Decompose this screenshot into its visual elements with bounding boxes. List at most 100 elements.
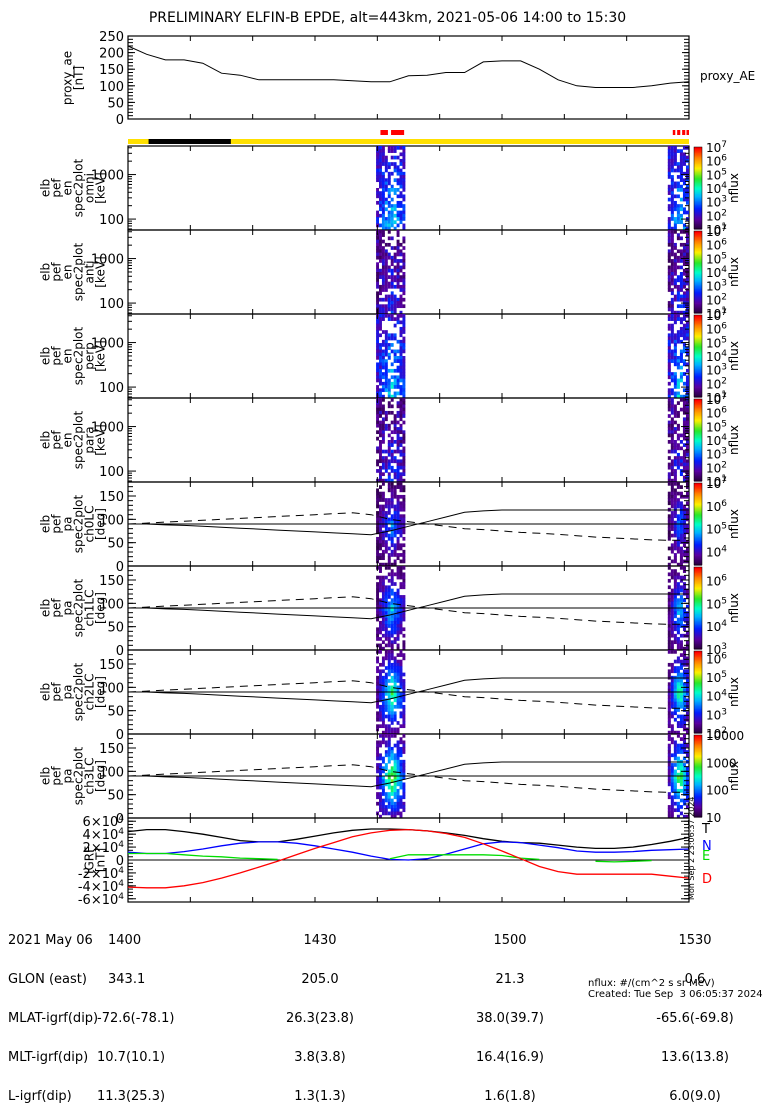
spectrogram-cell xyxy=(387,782,391,787)
colorbar-cell xyxy=(694,222,702,225)
spectrogram-cell xyxy=(381,152,385,157)
spectrogram-cell xyxy=(390,801,394,806)
spectrogram-cell xyxy=(384,456,388,460)
spectrogram-cell xyxy=(402,149,406,153)
spectrogram-cell xyxy=(396,485,400,489)
colorbar-cell xyxy=(694,262,702,265)
spectrogram-cell xyxy=(399,714,403,719)
spectrogram-cell xyxy=(379,356,382,360)
spectrogram-cell xyxy=(402,188,406,192)
spectrogram-cell xyxy=(384,704,388,709)
spectrogram-cell xyxy=(676,640,680,645)
spectrogram-cell xyxy=(670,459,674,464)
spectrogram-cell xyxy=(399,533,403,538)
spectrogram-cell xyxy=(667,769,671,774)
spectrogram-cell xyxy=(667,272,671,276)
spectrogram-cell xyxy=(381,204,385,208)
spectrogram-cell xyxy=(667,611,671,615)
spectrogram-cell xyxy=(682,427,686,431)
spectrogram-cell xyxy=(379,650,382,654)
spectrogram-cell xyxy=(402,740,406,745)
colorbar-cell xyxy=(694,324,702,327)
spectrogram-cell xyxy=(685,368,689,373)
colorbar-cell xyxy=(694,243,702,246)
colorbar-cell xyxy=(694,748,702,751)
spectrogram-cell xyxy=(376,669,380,674)
plot-title: PRELIMINARY ELFIN-B EPDE, alt=443km, 202… xyxy=(148,10,627,26)
spectrogram-cell xyxy=(384,685,388,690)
spectrogram-cell xyxy=(673,578,677,583)
spectrogram-cell xyxy=(379,711,382,716)
spectrogram-cell xyxy=(399,662,403,667)
spectrogram-cell xyxy=(387,213,391,218)
spectrogram-cell xyxy=(682,155,686,160)
colorbar-label: nflux xyxy=(727,509,741,539)
spectrogram-cell xyxy=(381,759,385,764)
spectrogram-cell xyxy=(673,527,677,531)
spectrogram-cell xyxy=(379,698,382,703)
spectrogram-cell xyxy=(682,272,686,276)
spectrogram-cell xyxy=(387,149,391,153)
colorbar-cell xyxy=(694,437,702,440)
spectrogram-cell xyxy=(670,614,674,619)
spectrogram-cell xyxy=(393,698,397,703)
spectrogram-cell xyxy=(396,194,400,199)
spectrogram-cell xyxy=(673,265,677,270)
spectrogram-cell xyxy=(676,162,680,166)
spectrogram-cell xyxy=(685,640,689,645)
spectrogram-cell xyxy=(402,585,406,590)
spectrogram-cell xyxy=(682,452,686,457)
spectrogram-cell xyxy=(376,343,380,347)
colorbar-tick-label: 105 xyxy=(706,670,727,685)
spectrogram-cell xyxy=(393,527,397,531)
colorbar-label: nflux xyxy=(727,257,741,287)
y-tick-label: 0 xyxy=(116,113,124,128)
colorbar-cell xyxy=(694,484,702,487)
spectrogram-cell xyxy=(387,650,391,654)
spectrogram-cell xyxy=(676,608,680,612)
spectrogram-cell xyxy=(399,217,403,221)
spectrogram-cell xyxy=(673,278,677,283)
spectrogram-cell xyxy=(393,304,397,309)
colorbar-cell xyxy=(694,310,702,313)
spectrogram-cell xyxy=(393,533,397,538)
spectrogram-cell xyxy=(384,743,388,748)
spectrogram-cell xyxy=(390,549,394,554)
spectrogram-cell xyxy=(387,708,391,712)
spectrogram-cell xyxy=(679,456,683,460)
spectrogram-cell xyxy=(670,679,674,683)
colorbar-cell xyxy=(694,266,702,269)
spectrogram-cell xyxy=(396,572,400,577)
spectrogram-cell xyxy=(670,472,674,477)
spectrogram-cell xyxy=(379,162,382,166)
spectrogram-cell xyxy=(673,601,677,606)
spectrogram-cell xyxy=(402,553,406,557)
spectrogram-cell xyxy=(670,601,674,606)
spectrogram-cell xyxy=(379,601,382,606)
spectrogram-cell xyxy=(679,692,683,696)
spectrogram-cell xyxy=(685,646,689,651)
spectrogram-cell xyxy=(396,511,400,515)
spectrogram-cell xyxy=(670,646,674,651)
spectrogram-cell xyxy=(670,288,674,292)
colorbar-cell xyxy=(694,366,702,369)
spectrogram-cell xyxy=(387,795,391,800)
y-axis-label: [keV] xyxy=(94,340,108,371)
spectrogram-cell xyxy=(682,194,686,199)
spectrogram-cell xyxy=(381,307,385,312)
colorbar-cell xyxy=(694,178,702,181)
spectrogram-cell xyxy=(399,213,403,218)
spectrogram-cell xyxy=(387,769,391,774)
colorbar-cell xyxy=(694,438,702,441)
colorbar-spec_para xyxy=(693,398,703,482)
spectrogram-cell xyxy=(387,798,391,803)
spectrogram-cell xyxy=(682,314,686,318)
spectrogram-cell xyxy=(402,365,406,370)
spectrogram-cell xyxy=(685,750,689,754)
colorbar-cell xyxy=(694,281,702,284)
colorbar-cell xyxy=(694,672,702,675)
spectrogram-cell xyxy=(667,734,671,738)
colorbar-cell xyxy=(694,445,702,448)
colorbar-cell xyxy=(694,349,702,352)
colorbar-cell xyxy=(694,808,702,811)
